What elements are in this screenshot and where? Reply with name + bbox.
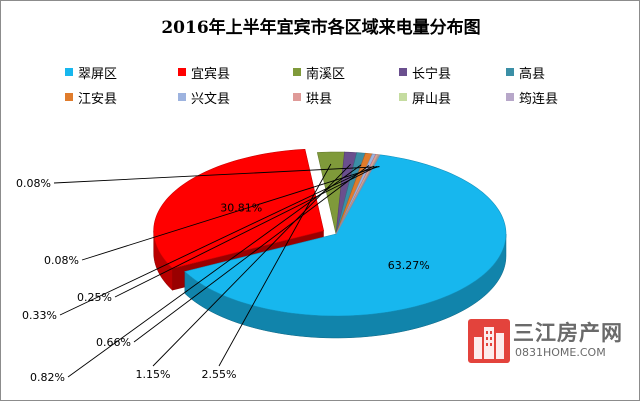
- legend-swatch: [65, 93, 73, 101]
- legend-swatch: [178, 93, 186, 101]
- data-label: 0.66%: [96, 336, 131, 349]
- legend-swatch: [399, 68, 407, 76]
- legend-label: 南溪区: [306, 67, 346, 82]
- pie-slice: [335, 154, 381, 235]
- leader-line: [81, 166, 379, 261]
- legend-label: 屏山县: [412, 92, 452, 107]
- data-label: 0.33%: [22, 309, 57, 322]
- legend-label: 珙县: [306, 92, 333, 107]
- data-label: 30.81%: [220, 202, 262, 215]
- data-label: 0.08%: [16, 177, 51, 190]
- leader-line: [53, 166, 380, 184]
- data-label: 1.15%: [136, 368, 171, 381]
- leader-line: [114, 165, 378, 298]
- watermark-name: 三江房产网: [513, 321, 623, 345]
- data-label: 63.27%: [388, 259, 430, 272]
- legend-label: 高县: [519, 67, 546, 82]
- legend-swatch: [178, 68, 186, 76]
- legend: 翠屏区 宜宾县 南溪区 长宁县 高县江安县 兴文县 珙县 屏山县 筠连县: [1, 1, 640, 121]
- legend-label: 翠屏区: [78, 67, 118, 82]
- legend-swatch: [506, 68, 514, 76]
- legend-label: 兴文县: [191, 92, 231, 107]
- legend-label: 长宁县: [412, 67, 452, 82]
- leader-line: [218, 163, 332, 367]
- pie-slice: [184, 154, 507, 317]
- data-label: 0.08%: [44, 254, 79, 267]
- legend-label: 宜宾县: [191, 67, 231, 82]
- legend-swatch: [293, 93, 301, 101]
- pie-slice: [153, 148, 325, 269]
- data-labels: 63.27% 30.81% 2.55% 1.15% 0.82% 0.66% 0.33% 0.2…: [16, 163, 430, 384]
- leader-line: [59, 165, 375, 316]
- legend-swatch: [65, 68, 73, 76]
- leader-line: [133, 165, 370, 343]
- data-label: 0.25%: [77, 291, 112, 304]
- data-label: 2.55%: [202, 368, 237, 381]
- legend-swatch: [293, 68, 301, 76]
- building-logo-icon: [468, 319, 510, 363]
- data-label: 0.82%: [30, 371, 65, 384]
- legend-label: 筠连县: [519, 92, 559, 107]
- watermark-url: 0831HOME.COM: [515, 346, 606, 359]
- legend-swatch: [399, 93, 407, 101]
- legend-swatch: [506, 93, 514, 101]
- pie-slice: [316, 151, 345, 235]
- legend-label: 江安县: [78, 92, 118, 107]
- leader-line: [152, 163, 351, 367]
- leader-line: [67, 164, 362, 378]
- chart-title: 2016年上半年宜宾市各区域来电量分布图: [161, 18, 481, 38]
